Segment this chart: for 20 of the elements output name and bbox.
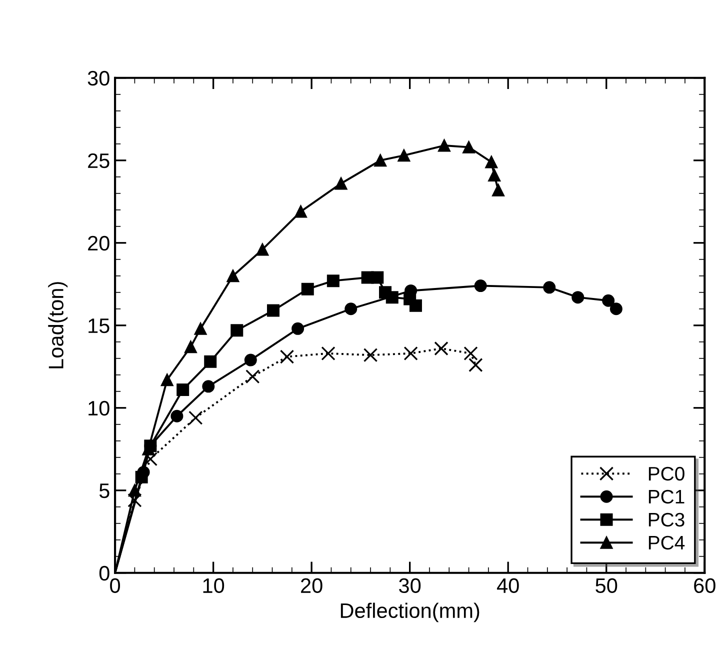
legend-label: PC4 bbox=[648, 536, 685, 550]
x-tick-label: 50 bbox=[596, 578, 618, 594]
x-tick-label: 20 bbox=[301, 578, 322, 594]
legend-label: PC3 bbox=[648, 512, 684, 527]
x-tick-label: 30 bbox=[399, 578, 421, 594]
y-tick-label: 30 bbox=[88, 70, 110, 86]
x-tick-label: 60 bbox=[694, 578, 716, 594]
x-tick-label: 40 bbox=[496, 578, 519, 594]
y-tick-label: 10 bbox=[88, 400, 110, 416]
y-tick-label: 15 bbox=[88, 318, 110, 334]
y-tick-label: 25 bbox=[88, 153, 110, 168]
y-tick-label: 20 bbox=[88, 236, 110, 251]
x-tick-label: 0 bbox=[110, 578, 120, 594]
y-axis-title: Load(ton) bbox=[48, 282, 68, 368]
x-axis-title: Deflection(mm) bbox=[340, 602, 480, 622]
y-tick-label: 5 bbox=[99, 484, 110, 498]
legend-label: PC0 bbox=[648, 466, 684, 481]
x-tick-label: 10 bbox=[203, 578, 224, 594]
y-tick-label: 0 bbox=[99, 566, 110, 581]
legend-label: PC1 bbox=[648, 490, 684, 504]
